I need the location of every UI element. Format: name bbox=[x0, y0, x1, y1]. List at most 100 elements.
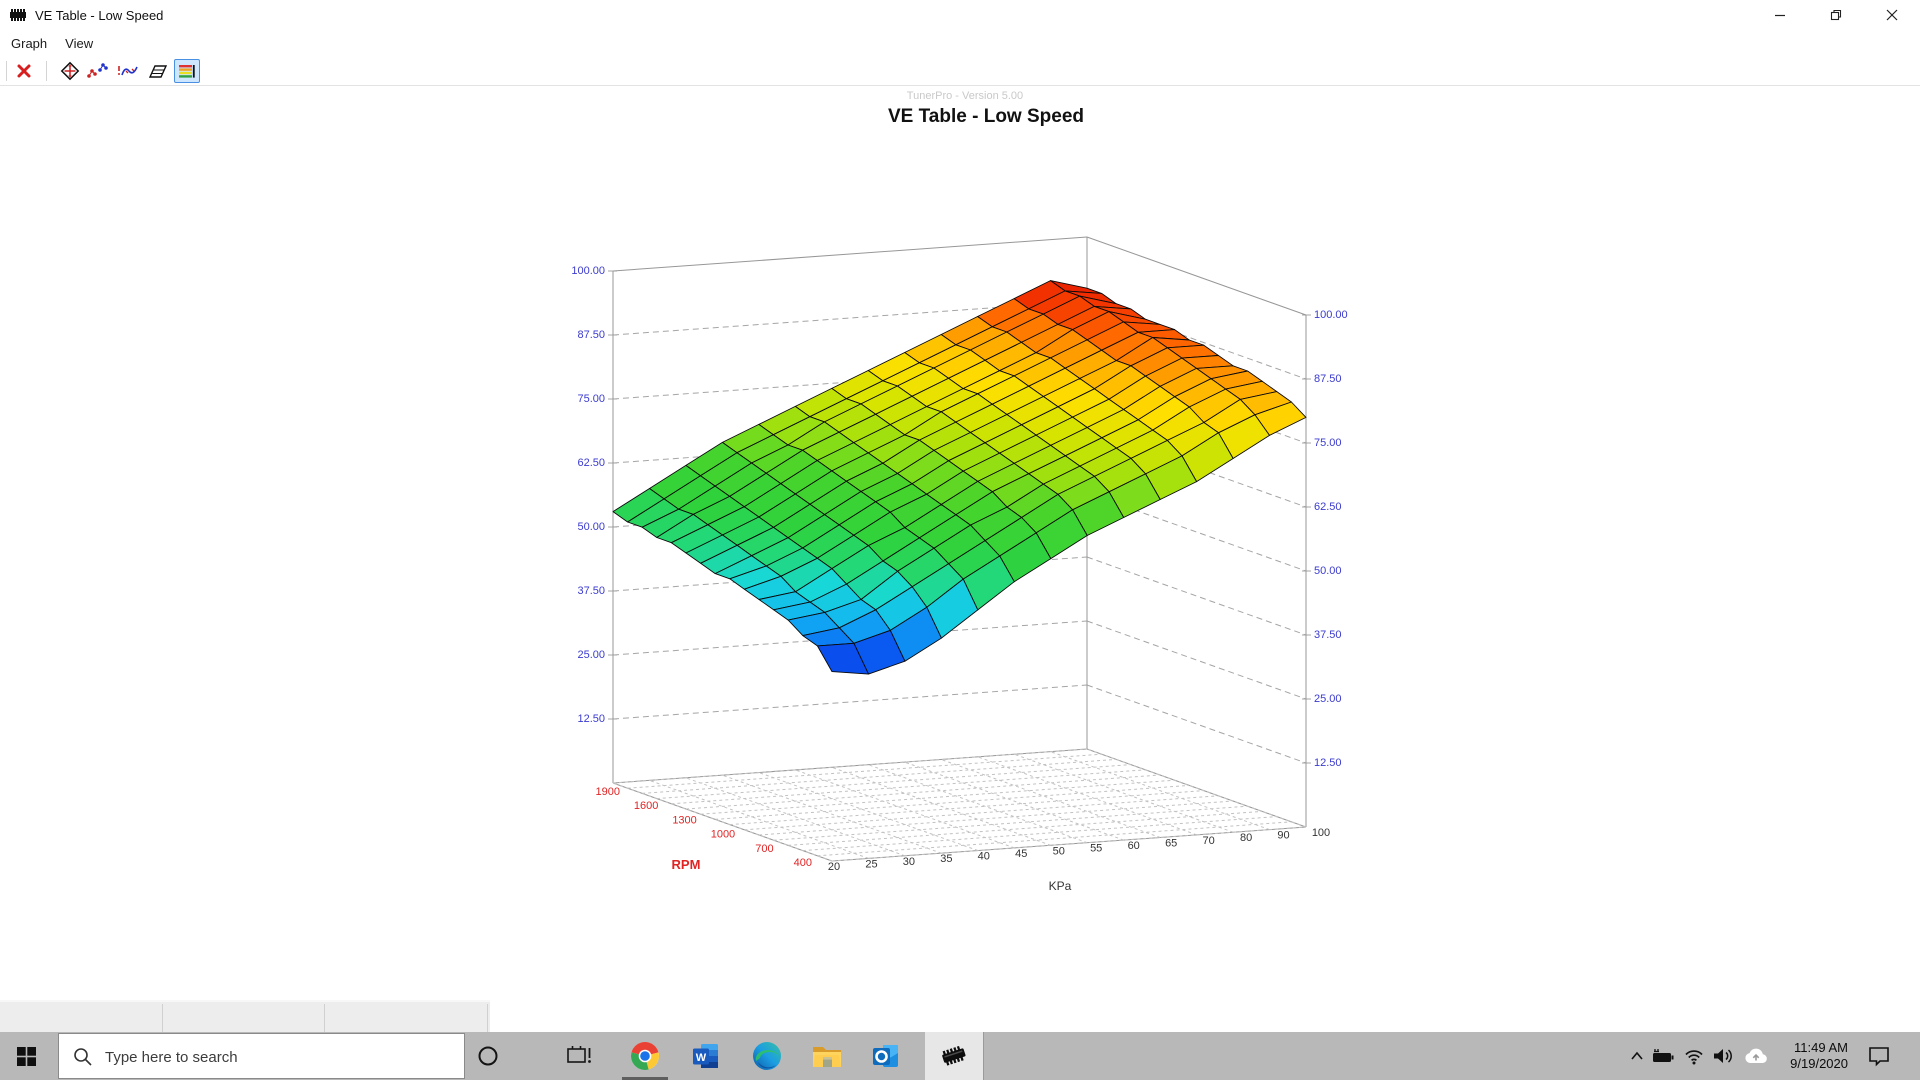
start-button[interactable] bbox=[8, 1032, 44, 1080]
toolbar-separator bbox=[46, 61, 47, 81]
pan-diamond-icon bbox=[60, 61, 80, 81]
svg-text:100: 100 bbox=[1312, 827, 1330, 839]
svg-text:1600: 1600 bbox=[634, 800, 658, 812]
taskbar: W bbox=[0, 1032, 1920, 1080]
svg-text:1000: 1000 bbox=[711, 829, 735, 841]
svg-text:40: 40 bbox=[978, 851, 990, 863]
taskbar-app-outlook[interactable] bbox=[871, 1032, 901, 1080]
cortana-button[interactable] bbox=[474, 1032, 502, 1080]
tray-clock[interactable]: 11:49 AM 9/19/2020 bbox=[1770, 1032, 1848, 1080]
restore-icon bbox=[1830, 9, 1842, 21]
svg-text:1300: 1300 bbox=[672, 814, 696, 826]
color-bands-icon bbox=[179, 65, 195, 78]
pan-view-button[interactable] bbox=[58, 60, 82, 82]
tilt-axes-button[interactable] bbox=[145, 60, 169, 82]
taskbar-search bbox=[58, 1033, 465, 1080]
battery-charging-icon bbox=[1653, 1049, 1674, 1062]
svg-text:12.50: 12.50 bbox=[1314, 757, 1342, 769]
statusbar-divider bbox=[487, 1004, 488, 1032]
svg-text:RPM: RPM bbox=[672, 857, 701, 872]
action-center-icon bbox=[1869, 1047, 1889, 1067]
statusbar-divider bbox=[324, 1004, 325, 1032]
data-points-icon bbox=[87, 63, 108, 78]
tunerpro-chip-icon bbox=[10, 9, 26, 21]
taskbar-app-edge[interactable] bbox=[752, 1032, 782, 1080]
svg-text:KPa: KPa bbox=[1049, 879, 1072, 893]
tray-date: 9/19/2020 bbox=[1790, 1056, 1848, 1071]
close-graph-button[interactable] bbox=[12, 60, 36, 82]
svg-text:87.50: 87.50 bbox=[1314, 373, 1342, 385]
svg-text:400: 400 bbox=[794, 857, 812, 869]
svg-text:VE Table - Low Speed: VE Table - Low Speed bbox=[888, 106, 1084, 127]
tray-onedrive[interactable] bbox=[1742, 1032, 1770, 1080]
tray-expand-button[interactable] bbox=[1628, 1032, 1646, 1080]
svg-text:1900: 1900 bbox=[596, 786, 620, 798]
trace-curve-icon bbox=[118, 66, 138, 76]
wifi-icon bbox=[1685, 1049, 1703, 1064]
outlook-icon bbox=[873, 1045, 898, 1067]
action-center-button[interactable] bbox=[1864, 1032, 1894, 1080]
taskbar-app-chrome[interactable] bbox=[630, 1032, 660, 1080]
title-bar: VE Table - Low Speed bbox=[0, 0, 1920, 30]
taskbar-app-word[interactable]: W bbox=[691, 1032, 721, 1080]
tray-wifi[interactable] bbox=[1682, 1032, 1706, 1080]
svg-text:TunerPro - Version 5.00: TunerPro - Version 5.00 bbox=[907, 90, 1023, 102]
color-bands-button[interactable] bbox=[174, 59, 200, 83]
maximize-button[interactable] bbox=[1808, 0, 1864, 30]
search-icon bbox=[74, 1048, 92, 1066]
cortana-icon bbox=[478, 1046, 498, 1066]
svg-text:37.50: 37.50 bbox=[577, 585, 605, 597]
close-button[interactable] bbox=[1864, 0, 1920, 30]
menu-view[interactable]: View bbox=[65, 36, 94, 51]
speaker-icon bbox=[1714, 1049, 1732, 1063]
svg-text:62.50: 62.50 bbox=[1314, 501, 1342, 513]
window-title: VE Table - Low Speed bbox=[35, 7, 164, 23]
minimize-button[interactable] bbox=[1752, 0, 1808, 30]
svg-text:W: W bbox=[696, 1052, 707, 1064]
word-icon: W bbox=[693, 1044, 718, 1068]
show-trace-button[interactable] bbox=[116, 60, 140, 82]
svg-text:65: 65 bbox=[1165, 838, 1177, 850]
svg-text:75.00: 75.00 bbox=[577, 393, 605, 405]
graph-client-area: 12.50 12.50 25.00 25.00 37.50 37.50 50.00 50.00… bbox=[0, 86, 1920, 1032]
menu-graph[interactable]: Graph bbox=[11, 36, 48, 51]
menu-bar: Graph View bbox=[0, 30, 1920, 57]
tray-time: 11:49 AM bbox=[1794, 1040, 1848, 1055]
task-view-icon bbox=[567, 1046, 591, 1063]
svg-text:75.00: 75.00 bbox=[1314, 437, 1342, 449]
close-icon bbox=[1886, 9, 1898, 21]
ve-surface-chart: 12.50 12.50 25.00 25.00 37.50 37.50 50.00 50.00… bbox=[571, 90, 1348, 893]
svg-text:100.00: 100.00 bbox=[571, 265, 605, 277]
svg-text:25: 25 bbox=[865, 858, 877, 870]
svg-text:90: 90 bbox=[1277, 830, 1289, 842]
skewed-axes-icon bbox=[148, 65, 168, 78]
chrome-icon bbox=[631, 1042, 659, 1070]
tray-battery[interactable] bbox=[1650, 1032, 1676, 1080]
toolbar-separator bbox=[6, 61, 7, 81]
taskbar-app-file-explorer[interactable] bbox=[811, 1032, 843, 1080]
tunerpro-chip-icon bbox=[942, 1045, 966, 1066]
svg-text:37.50: 37.50 bbox=[1314, 629, 1342, 641]
svg-text:62.50: 62.50 bbox=[577, 457, 605, 469]
svg-text:100.00: 100.00 bbox=[1314, 309, 1348, 321]
toolbar bbox=[0, 57, 1920, 86]
tray-volume[interactable] bbox=[1710, 1032, 1736, 1080]
svg-text:25.00: 25.00 bbox=[577, 649, 605, 661]
background-statusbar bbox=[0, 1000, 490, 1034]
chevron-up-icon bbox=[1631, 1051, 1643, 1060]
svg-text:87.50: 87.50 bbox=[577, 329, 605, 341]
svg-text:50.00: 50.00 bbox=[1314, 565, 1342, 577]
minimize-icon bbox=[1775, 14, 1785, 17]
svg-text:50.00: 50.00 bbox=[577, 521, 605, 533]
svg-text:700: 700 bbox=[755, 843, 773, 855]
svg-text:60: 60 bbox=[1128, 840, 1140, 852]
edge-icon bbox=[753, 1042, 781, 1070]
windows-logo-icon bbox=[16, 1046, 36, 1066]
file-explorer-icon bbox=[813, 1047, 841, 1067]
taskbar-app-tunerpro[interactable] bbox=[939, 1032, 969, 1080]
svg-text:80: 80 bbox=[1240, 832, 1252, 844]
search-input[interactable] bbox=[103, 1034, 457, 1080]
svg-text:30: 30 bbox=[903, 856, 915, 868]
task-view-button[interactable] bbox=[564, 1032, 596, 1080]
show-points-button[interactable] bbox=[86, 60, 110, 82]
